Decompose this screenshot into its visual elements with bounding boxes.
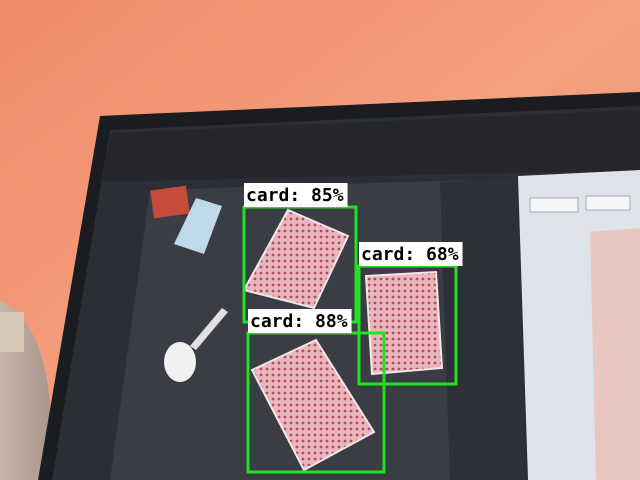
toolbar	[100, 110, 640, 182]
card	[250, 338, 376, 472]
code-panel	[440, 178, 525, 480]
button	[585, 195, 631, 211]
card	[242, 208, 350, 310]
key-head	[164, 342, 196, 382]
label-background	[248, 309, 352, 333]
detection-label: card: 85%	[246, 185, 344, 206]
detection-label: card: 88%	[250, 311, 348, 332]
key-blade	[190, 308, 228, 350]
label-background	[244, 183, 348, 207]
packet	[174, 198, 222, 254]
card	[364, 270, 444, 376]
small-box	[150, 185, 190, 219]
detection-label: card: 68%	[361, 244, 459, 265]
button	[529, 197, 579, 213]
plug	[0, 312, 24, 352]
detections: card: 85% card: 68% card: 88%	[242, 183, 463, 474]
label-background	[359, 242, 463, 266]
preview	[590, 228, 640, 480]
